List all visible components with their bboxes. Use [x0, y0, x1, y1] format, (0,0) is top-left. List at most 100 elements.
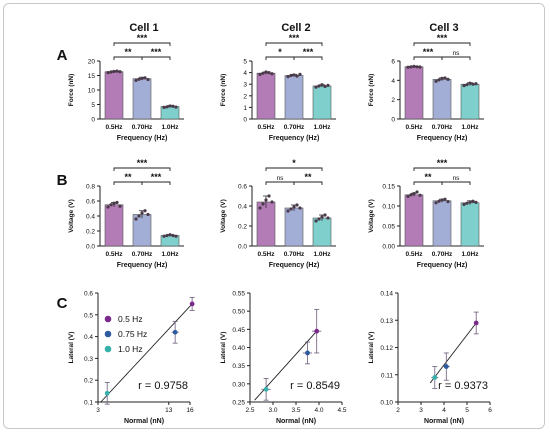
bar-B-1-1: [104, 204, 124, 247]
legend-label-1: 0.5 Hz: [118, 314, 143, 324]
x-tick-label-C-1: 13: [165, 407, 173, 414]
x-axis-title-A-1: Frequency (Hz): [117, 135, 168, 142]
x-tick-label-C-1: 16: [186, 407, 194, 414]
cell-header-2: Cell 2: [281, 22, 310, 34]
sig-label-A-3: ***: [437, 33, 448, 43]
data-point-B-3: [465, 201, 469, 205]
y-tick-label-C-2: 0.45: [232, 327, 245, 334]
sig-bracket-A-2: [265, 42, 323, 46]
x-tick-label-A-3: 0.70Hz: [432, 124, 453, 131]
y-tick-label-B-2: 0.6: [238, 184, 247, 191]
data-point-B-3: [468, 200, 472, 204]
figure-frame: [3, 3, 545, 429]
data-point-A-2: [317, 84, 321, 88]
y-tick-label-A-2: 5: [243, 59, 247, 66]
data-point-A-2: [286, 75, 290, 79]
y-tick-label-A-1: 0: [91, 117, 95, 124]
sig-bracket-A-1: [113, 56, 143, 60]
y-tick-label-C-1: 0.3: [84, 356, 93, 363]
sig-label-A-1: **: [124, 47, 132, 57]
data-point-B-3: [409, 193, 413, 197]
data-point-A-1: [168, 104, 172, 108]
panel-label-C: C: [57, 295, 68, 312]
data-point-A-3: [412, 64, 416, 68]
sig-label-A-1: ***: [151, 47, 162, 57]
x-tick-label-C-3: 5: [465, 407, 469, 414]
data-point-B-2: [320, 215, 324, 219]
data-point-B-3: [434, 201, 438, 205]
x-tick-label-C-3: 4: [442, 407, 446, 414]
y-axis-title-B-2: Voltage (V): [220, 199, 227, 232]
y-tick-label-C-3: 0.11: [381, 372, 394, 379]
x-axis-title-B-1: Frequency (Hz): [117, 262, 168, 269]
data-point-B-1: [118, 204, 122, 208]
x-tick-label-C-3: 3: [419, 407, 423, 414]
x-tick-label-A-1: 1.0Hz: [162, 124, 180, 131]
data-point-A-1: [143, 76, 147, 80]
sig-bracket-A-3: [441, 56, 471, 60]
sig-bracket-B-2: [293, 181, 323, 185]
x-axis-title-B-2: Frequency (Hz): [269, 262, 320, 269]
fit-line-C-3: [429, 322, 477, 384]
sig-bracket-A-1: [113, 42, 171, 46]
data-point-B-2: [292, 205, 296, 209]
x-tick-label-B-3: 0.70Hz: [432, 251, 453, 258]
x-axis-title-A-2: Frequency (Hz): [269, 135, 320, 142]
y-tick-label-A-3: 4: [391, 78, 395, 85]
data-point-A-1: [140, 76, 144, 80]
x-tick-label-A-2: 0.5Hz: [258, 124, 276, 131]
y-axis-title-B-3: Voltage (V): [368, 199, 375, 232]
data-point-B-2: [261, 202, 265, 206]
data-point-B-1: [174, 234, 178, 238]
scatter-point-C-1-3: [104, 390, 110, 396]
sig-bracket-A-3: [413, 42, 471, 46]
data-point-B-3: [471, 199, 475, 203]
x-tick-label-C-2: 2.5: [245, 407, 254, 414]
legend-label-2: 0.75 Hz: [118, 329, 147, 339]
x-tick-label-B-1: 0.5Hz: [106, 251, 124, 258]
bar-B-3-1: [404, 194, 424, 247]
data-point-B-2: [317, 217, 321, 221]
scatter-point-C-2-1: [314, 328, 320, 334]
data-point-B-1: [162, 234, 166, 238]
y-axis-title-B-1: Voltage (V): [68, 199, 75, 232]
y-tick-label-C-2: 0.55: [232, 291, 245, 298]
x-tick-label-A-1: 0.70Hz: [132, 124, 153, 131]
data-point-B-2: [258, 206, 262, 210]
y-tick-label-C-1: 0.1: [84, 400, 93, 407]
sig-bracket-A-1: [141, 56, 171, 60]
y-tick-label-B-3: 0.00: [382, 244, 395, 251]
y-tick-label-C-2: 0.25: [232, 400, 245, 407]
bar-A-3-2: [432, 79, 452, 120]
bar-A-2-2: [284, 75, 304, 120]
data-point-A-2: [298, 72, 302, 76]
data-point-B-1: [143, 209, 147, 213]
data-point-B-1: [165, 233, 169, 238]
scatter-point-C-1-2: [172, 329, 178, 335]
scatter-point-C-3-1: [473, 320, 479, 326]
y-tick-label-A-2: 3: [243, 82, 247, 89]
y-tick-label-B-1: 0.0: [86, 244, 95, 251]
x-tick-label-C-2: 4.0: [314, 407, 323, 414]
data-point-A-2: [292, 73, 296, 77]
data-point-A-3: [462, 84, 466, 88]
data-point-A-1: [112, 69, 116, 74]
data-point-A-3: [409, 65, 413, 69]
sig-label-B-2: *: [292, 158, 296, 168]
data-point-A-3: [465, 83, 469, 87]
scatter-point-C-3-3: [432, 375, 438, 380]
sig-label-B-2: **: [304, 172, 312, 182]
y-tick-label-B-1: 0.2: [86, 229, 95, 236]
x-tick-label-B-3: 1.0Hz: [462, 251, 480, 258]
y-tick-label-A-1: 15: [88, 73, 96, 80]
data-point-A-3: [471, 82, 475, 86]
y-tick-label-A-2: 0: [243, 117, 247, 124]
panel-label-A: A: [57, 47, 68, 64]
scatter-point-C-3-2: [443, 364, 449, 369]
y-tick-label-B-3: 0.10: [382, 204, 395, 211]
bar-A-2-3: [312, 85, 332, 120]
x-tick-label-A-3: 1.0Hz: [462, 124, 480, 131]
sig-label-B-3: **: [424, 172, 432, 182]
data-point-B-3: [462, 202, 466, 206]
